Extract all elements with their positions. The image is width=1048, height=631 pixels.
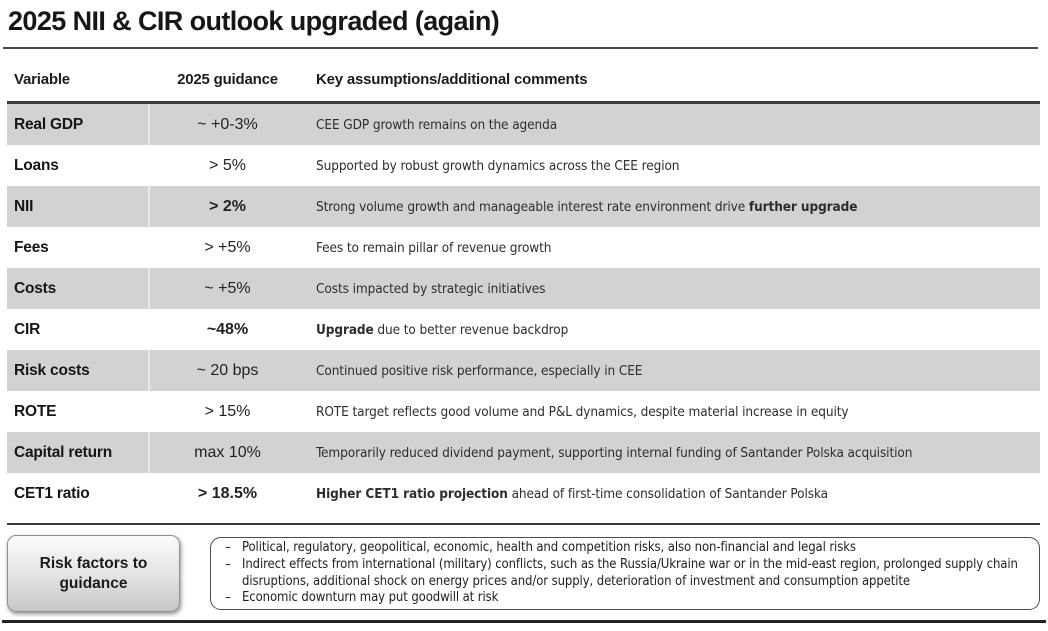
comment-cell: Strong volume growth and manageable inte… [316, 198, 858, 215]
table-row: Risk costs ~ 20 bps Continued positive r… [7, 350, 1040, 391]
guidance-cell: ~ +5% [204, 279, 251, 297]
comment-cell: Upgrade due to better revenue backdrop [316, 321, 569, 338]
table-row: NII > 2% Strong volume growth and manage… [7, 186, 1040, 227]
risk-bullet: – Political, regulatory, geopolitical, ec… [225, 540, 1029, 557]
variable-cell: Capital return [7, 432, 150, 473]
guidance-cell: > 18.5% [197, 484, 258, 502]
table-row: Fees > +5% Fees to remain pillar of reve… [7, 227, 1040, 268]
table-row: CIR ~48% Upgrade due to better revenue b… [7, 309, 1040, 350]
bullet-dash: – [225, 556, 231, 572]
guidance-cell: ~ 20 bps [196, 361, 259, 379]
bullet-text: Economic downturn may put goodwill at ri… [242, 590, 499, 606]
table-top-divider [7, 101, 1040, 104]
comment-cell: ROTE target reflects good volume and P&L… [316, 403, 849, 420]
variable-cell: CET1 ratio [14, 484, 90, 502]
bullet-dash: – [225, 540, 231, 556]
table-body: Real GDP ~ +0-3% CEE GDP growth remains … [7, 104, 1040, 514]
bottom-divider [2, 620, 1046, 623]
variable-cell: Costs [7, 268, 150, 309]
bullet-text: Indirect effects from international (mil… [242, 556, 1018, 589]
table-row: ROTE > 15% ROTE target reflects good vol… [7, 391, 1040, 432]
comment-cell: CEE GDP growth remains on the agenda [316, 116, 558, 133]
comment-cell: Temporarily reduced dividend payment, su… [316, 444, 913, 461]
guidance-cell: > 5% [209, 156, 246, 174]
title-divider [3, 47, 1038, 49]
variable-cell: ROTE [14, 402, 57, 420]
variable-cell: Loans [14, 156, 59, 174]
header-comments: Key assumptions/additional comments [316, 70, 588, 88]
risk-factors-box: – Political, regulatory, geopolitical, ec… [210, 537, 1040, 610]
guidance-cell: > +5% [204, 238, 251, 256]
comment-cell: Fees to remain pillar of revenue growth [316, 239, 552, 256]
variable-cell: Risk costs [7, 350, 150, 391]
guidance-cell: max 10% [194, 443, 261, 461]
risk-factors-section: Risk factors to guidance – Political, reg… [7, 535, 1040, 613]
table-header-row: Variable 2025 guidance Key assumptions/a… [7, 60, 1040, 98]
guidance-cell: > 2% [209, 197, 246, 215]
comment-cell: Supported by robust growth dynamics acro… [316, 157, 680, 174]
table-row: Loans > 5% Supported by robust growth dy… [7, 145, 1040, 186]
table-row: Costs ~ +5% Costs impacted by strategic … [7, 268, 1040, 309]
table-row: CET1 ratio > 18.5% Higher CET1 ratio pro… [7, 473, 1040, 514]
comment-cell: Continued positive risk performance, esp… [316, 362, 643, 379]
page-title: 2025 NII & CIR outlook upgraded (again) [8, 6, 500, 36]
guidance-cell: > 15% [204, 402, 251, 420]
risk-factors-button[interactable]: Risk factors to guidance [7, 535, 180, 612]
guidance-cell: ~48% [206, 320, 249, 338]
table-row: Capital return max 10% Temporarily reduc… [7, 432, 1040, 473]
variable-cell: Real GDP [7, 104, 150, 145]
variable-cell: NII [7, 186, 150, 227]
comment-cell: Higher CET1 ratio projection ahead of fi… [316, 485, 829, 502]
table-bottom-divider [7, 523, 1040, 525]
header-guidance: 2025 guidance [177, 70, 278, 88]
header-variable: Variable [14, 70, 70, 88]
comment-cell: Costs impacted by strategic initiatives [316, 280, 546, 297]
bullet-dash: – [225, 590, 231, 606]
guidance-cell: ~ +0-3% [197, 115, 258, 133]
risk-bullet: – Economic downturn may put goodwill at r… [225, 590, 1029, 607]
bullet-text: Political, regulatory, geopolitical, eco… [242, 540, 856, 556]
variable-cell: CIR [14, 320, 41, 338]
variable-cell: Fees [14, 238, 49, 256]
risk-bullet: – Indirect effects from international (mi… [225, 557, 1029, 590]
table-row: Real GDP ~ +0-3% CEE GDP growth remains … [7, 104, 1040, 145]
